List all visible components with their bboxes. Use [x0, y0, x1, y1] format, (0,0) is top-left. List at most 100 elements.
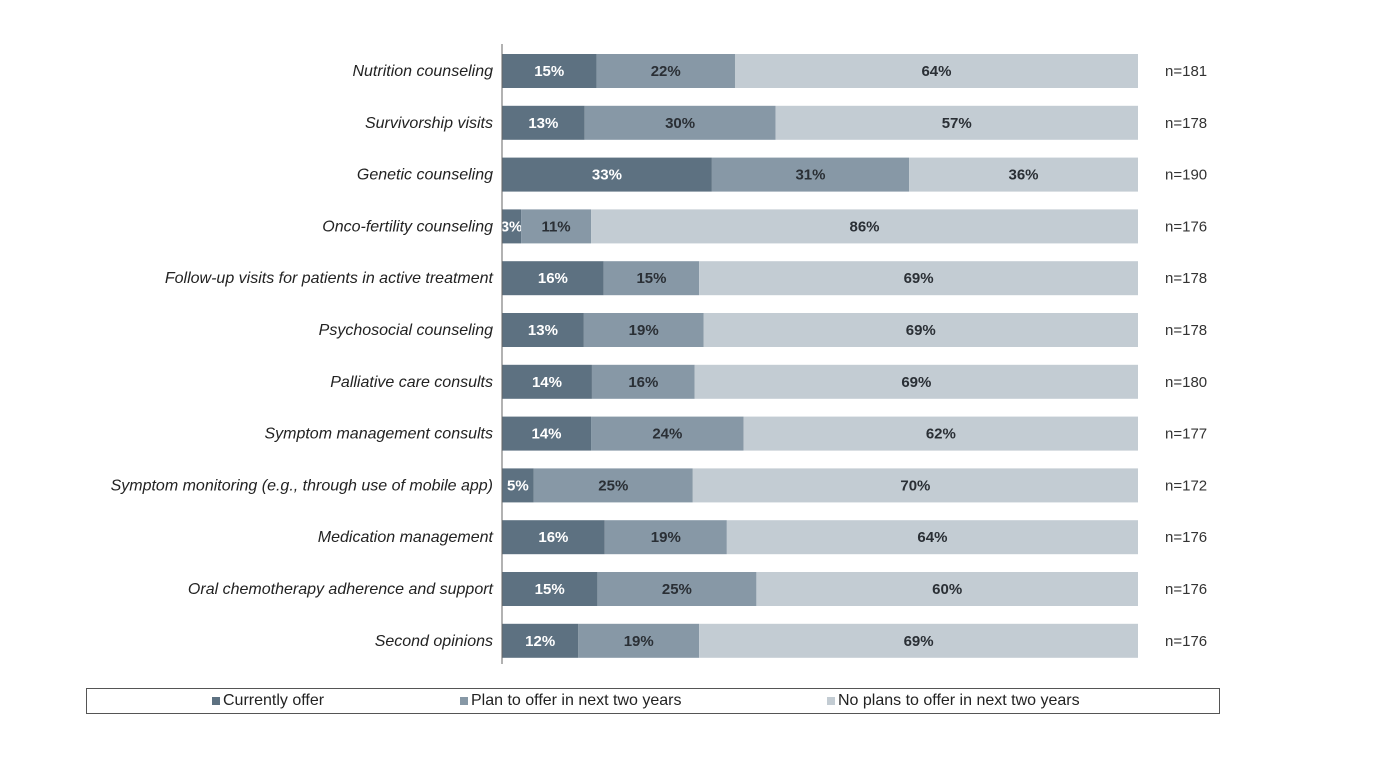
bar-segment	[591, 209, 1138, 244]
data-label: 64%	[921, 63, 951, 80]
n-label: n=177	[1165, 426, 1207, 443]
bar-segment	[734, 54, 1138, 88]
data-label: 15%	[534, 63, 564, 80]
bar-segment	[502, 623, 579, 658]
category-label: Follow-up visits for patients in active …	[165, 270, 494, 287]
data-label: 12%	[525, 633, 555, 650]
bar-segment	[578, 623, 700, 658]
bar-segment	[502, 261, 604, 296]
data-label: 13%	[528, 322, 558, 339]
data-label: 25%	[598, 477, 628, 494]
legend-item-currently-offer: Currently offer	[212, 692, 324, 710]
n-label: n=178	[1165, 322, 1207, 339]
legend-swatch	[827, 697, 835, 705]
n-label: n=180	[1165, 374, 1207, 391]
data-label: 14%	[532, 374, 562, 391]
data-label: 15%	[636, 270, 666, 287]
data-label: 19%	[629, 322, 659, 339]
category-label: Palliative care consults	[330, 374, 493, 391]
bar-segment	[596, 54, 735, 88]
bar-segment	[533, 468, 693, 503]
bar-segment	[502, 520, 605, 555]
data-label: 70%	[900, 477, 930, 494]
bar-segment	[591, 364, 695, 399]
n-label: n=190	[1165, 167, 1207, 184]
bar-segment	[775, 105, 1138, 140]
bar-segment	[703, 313, 1138, 347]
data-label: 16%	[538, 270, 568, 287]
data-label: 11%	[541, 218, 570, 235]
n-label: n=176	[1165, 633, 1207, 650]
legend-label: Plan to offer in next two years	[471, 692, 682, 709]
n-label: n=176	[1165, 529, 1207, 546]
data-label: 64%	[917, 529, 947, 546]
bar-segment	[756, 572, 1138, 606]
data-label: 62%	[926, 426, 956, 443]
category-label: Oral chemotherapy adherence and support	[188, 581, 494, 598]
data-label: 69%	[904, 633, 934, 650]
data-label: 69%	[901, 374, 931, 391]
bar-segment	[603, 261, 700, 296]
data-label: 36%	[1009, 167, 1039, 184]
category-label: Genetic counseling	[357, 167, 493, 184]
n-label: n=178	[1165, 270, 1207, 287]
bar-segment	[699, 261, 1138, 296]
bar-segment	[502, 572, 598, 606]
legend-item-plan-to-offer: Plan to offer in next two years	[460, 692, 681, 710]
data-label: 24%	[652, 426, 682, 443]
bar-segment	[694, 364, 1138, 399]
category-label: Psychosocial counseling	[319, 322, 493, 339]
data-label: 86%	[850, 218, 880, 235]
bar-segment	[584, 105, 776, 140]
data-label: 22%	[651, 63, 681, 80]
category-label: Symptom management consults	[264, 426, 493, 443]
data-label: 19%	[651, 529, 681, 546]
bar-segment	[502, 157, 712, 192]
bar-segment	[692, 468, 1138, 503]
bar-segment	[502, 313, 584, 347]
category-label: Nutrition counseling	[352, 63, 493, 80]
bar-segment	[604, 520, 727, 555]
bar-segment	[597, 572, 757, 606]
bar-segment	[726, 520, 1138, 555]
data-label: 5%	[507, 477, 529, 494]
data-label: 15%	[535, 581, 565, 598]
category-label: Second opinions	[375, 633, 493, 650]
data-label: 60%	[932, 581, 962, 598]
legend-swatch	[212, 697, 220, 705]
bar-segment	[699, 623, 1138, 658]
category-label: Symptom monitoring (e.g., through use of…	[111, 477, 493, 494]
bar-segment	[743, 416, 1138, 451]
bar-segment	[909, 157, 1138, 192]
category-label: Survivorship visits	[365, 115, 493, 132]
bar-segment	[502, 209, 522, 244]
legend: Currently offer Plan to offer in next tw…	[86, 688, 1220, 714]
legend-item-no-plans: No plans to offer in next two years	[827, 692, 1080, 710]
category-label: Medication management	[318, 529, 494, 546]
data-label: 3%	[501, 218, 523, 235]
legend-swatch	[460, 697, 468, 705]
bar-segment	[583, 313, 704, 347]
data-label: 19%	[624, 633, 654, 650]
n-label: n=176	[1165, 218, 1207, 235]
data-label: 16%	[538, 529, 568, 546]
bar-segment	[502, 468, 534, 503]
data-label: 14%	[532, 426, 562, 443]
category-label: Onco-fertility counseling	[322, 218, 493, 235]
data-label: 13%	[528, 115, 558, 132]
data-label: 69%	[906, 322, 936, 339]
bar-segment	[502, 364, 592, 399]
data-label: 33%	[592, 167, 622, 184]
data-label: 57%	[942, 115, 972, 132]
data-label: 16%	[628, 374, 658, 391]
legend-label: Currently offer	[223, 692, 325, 709]
n-label: n=181	[1165, 63, 1207, 80]
data-label: 69%	[904, 270, 934, 287]
n-label: n=172	[1165, 477, 1207, 494]
data-label: 31%	[795, 167, 825, 184]
bar-segment	[591, 416, 744, 451]
data-label: 25%	[662, 581, 692, 598]
n-label: n=176	[1165, 581, 1207, 598]
bar-segment	[521, 209, 592, 244]
